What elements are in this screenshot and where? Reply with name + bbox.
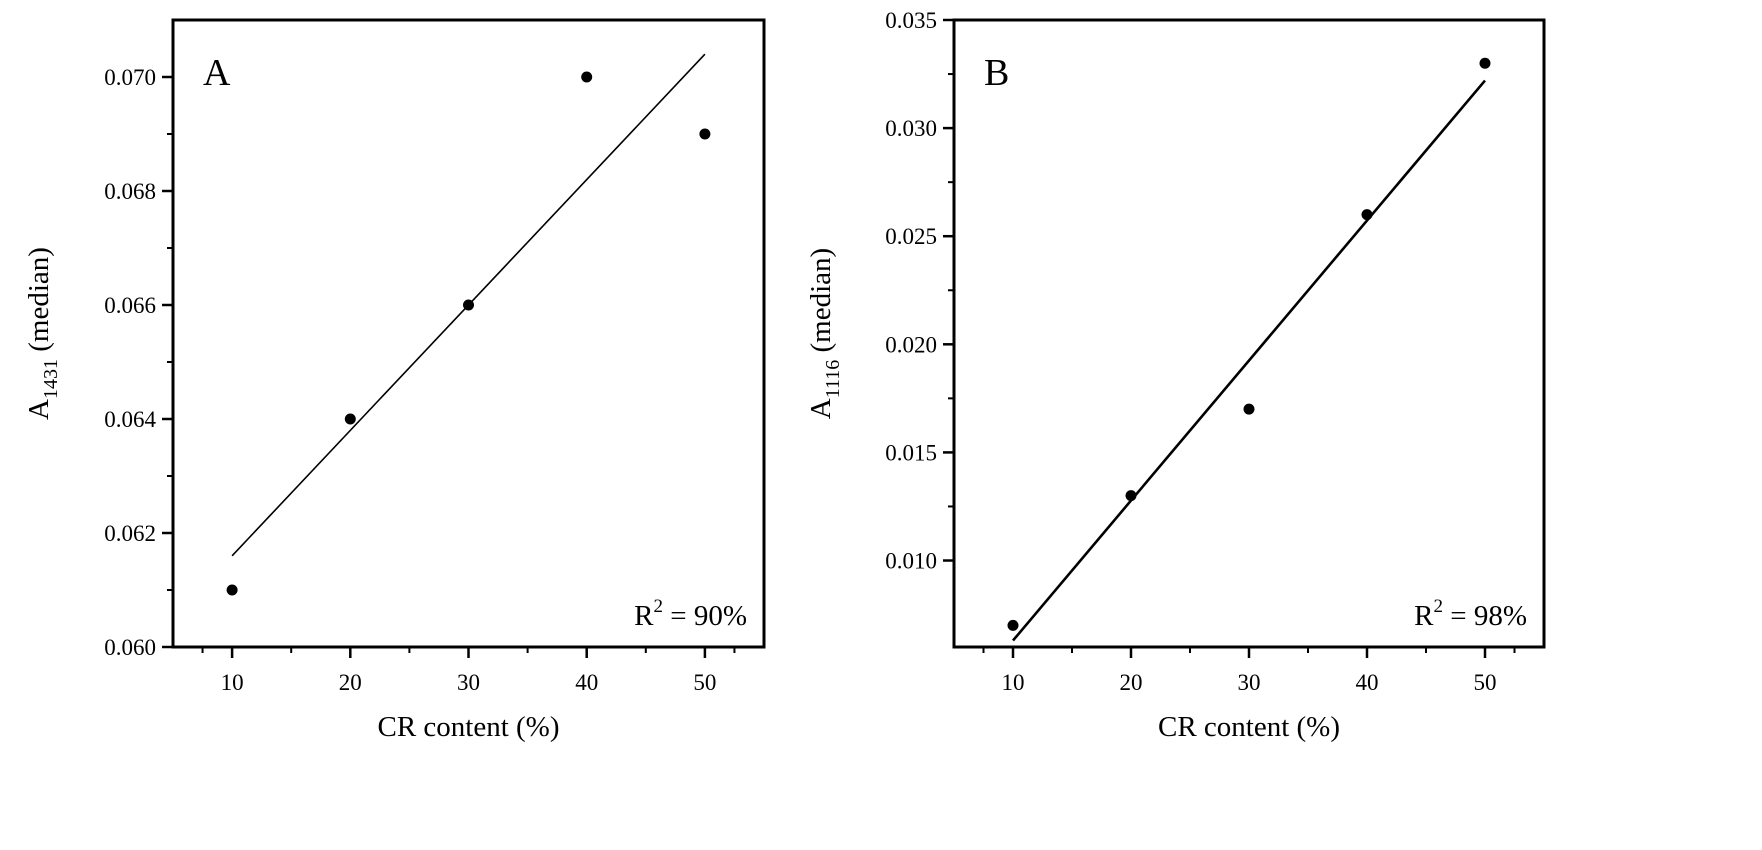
x-tick-label: 30 xyxy=(1238,670,1261,695)
y-axis-label: A1431 (median) xyxy=(23,247,62,420)
r2-superscript: 2 xyxy=(1433,596,1443,617)
x-tick-label: 50 xyxy=(1474,670,1497,695)
x-tick-label: 30 xyxy=(457,670,480,695)
y-tick-label: 0.064 xyxy=(104,407,156,432)
data-point xyxy=(1007,619,1019,631)
y-axis-label: A1116 (median) xyxy=(805,248,844,419)
y-label-subscript: 1431 xyxy=(40,359,62,399)
panel-letter: A xyxy=(203,52,231,94)
data-point xyxy=(1243,403,1255,415)
x-tick-label: 40 xyxy=(575,670,598,695)
data-point xyxy=(463,299,474,311)
y-label-rest: (median) xyxy=(23,247,55,359)
plot-frame xyxy=(171,18,766,649)
y-tick-label: 0.020 xyxy=(885,332,937,357)
y-tick-label: 0.030 xyxy=(885,116,937,141)
r2-superscript: 2 xyxy=(653,596,663,617)
fit-line xyxy=(1012,79,1486,642)
x-tick-label: 50 xyxy=(693,670,716,695)
x-axis-label: CR content (%) xyxy=(1158,711,1340,743)
data-point xyxy=(1479,57,1491,69)
y-label-main: A xyxy=(805,398,837,419)
r2-letter: R xyxy=(1414,600,1434,632)
x-tick-label: 40 xyxy=(1356,670,1379,695)
r2-value: = 98% xyxy=(1443,600,1527,632)
y-tick-label: 0.025 xyxy=(885,224,937,249)
data-point xyxy=(581,71,593,83)
x-tick-label: 10 xyxy=(1002,670,1025,695)
y-label-rest: (median) xyxy=(805,248,837,360)
panel-letter: B xyxy=(984,52,1009,94)
chart-panel-a: 10 20 30 40 50 0.060 0.062 0.064 0.066 0.068 0.070… xyxy=(23,18,766,743)
data-point xyxy=(226,584,238,596)
x-tick-label: 10 xyxy=(221,670,244,695)
data-point xyxy=(1125,490,1137,502)
data-point xyxy=(1361,209,1373,221)
r2-letter: R xyxy=(634,600,654,632)
x-axis-label: CR content (%) xyxy=(377,711,559,743)
y-tick-label: 0.035 xyxy=(885,8,937,33)
r-squared-annotation: R2 = 90% xyxy=(634,596,747,632)
y-tick-label: 0.062 xyxy=(104,521,156,546)
y-tick-label: 0.060 xyxy=(104,635,156,660)
data-point xyxy=(344,413,356,425)
r2-value: = 90% xyxy=(663,600,747,632)
y-tick-label: 0.066 xyxy=(104,293,156,318)
y-tick-label: 0.070 xyxy=(104,65,156,90)
data-point xyxy=(699,128,711,140)
x-tick-label: 20 xyxy=(339,670,362,695)
y-tick-label: 0.015 xyxy=(885,440,937,465)
x-tick-label: 20 xyxy=(1120,670,1143,695)
y-label-subscript: 1116 xyxy=(822,360,844,399)
chart-panel-b: 10 20 30 40 50 0.010 0.015 0.020 0.025 0.030 0.035… xyxy=(805,8,1546,743)
y-tick-label: 0.010 xyxy=(885,549,937,574)
r-squared-annotation: R2 = 98% xyxy=(1414,596,1527,632)
y-label-main: A xyxy=(23,399,55,420)
y-tick-label: 0.068 xyxy=(104,179,156,204)
